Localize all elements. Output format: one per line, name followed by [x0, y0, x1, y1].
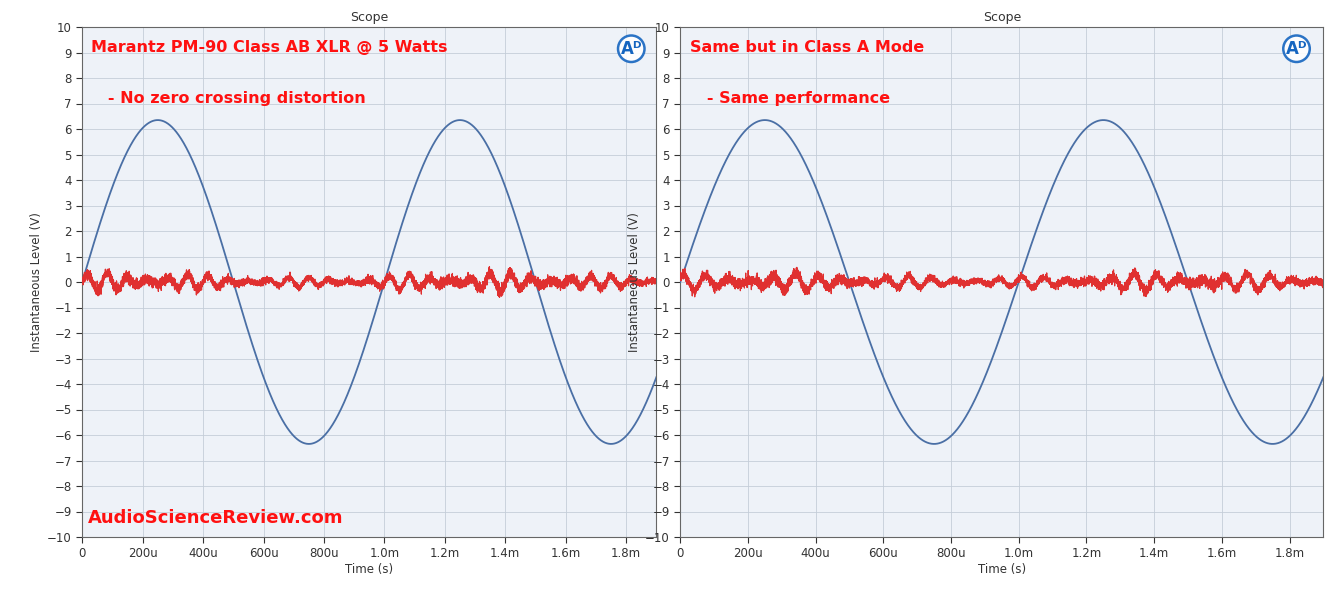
Text: Same but in Class A Mode: Same but in Class A Mode [690, 40, 924, 55]
Text: - No zero crossing distortion: - No zero crossing distortion [90, 91, 366, 106]
X-axis label: Time (s): Time (s) [345, 563, 394, 576]
Y-axis label: Instantaneous Level (V): Instantaneous Level (V) [30, 212, 42, 352]
Y-axis label: Instantaneous Level (V): Instantaneous Level (V) [629, 212, 640, 352]
Text: Aᴰ: Aᴰ [1286, 40, 1307, 58]
Text: AudioScienceReview.com: AudioScienceReview.com [88, 509, 343, 527]
Text: - Same performance: - Same performance [690, 91, 890, 106]
Title: Scope: Scope [350, 11, 389, 25]
Text: Marantz PM-90 Class AB XLR @ 5 Watts: Marantz PM-90 Class AB XLR @ 5 Watts [90, 40, 447, 55]
X-axis label: Time (s): Time (s) [977, 563, 1026, 576]
Title: Scope: Scope [983, 11, 1021, 25]
Text: Aᴰ: Aᴰ [621, 40, 642, 58]
